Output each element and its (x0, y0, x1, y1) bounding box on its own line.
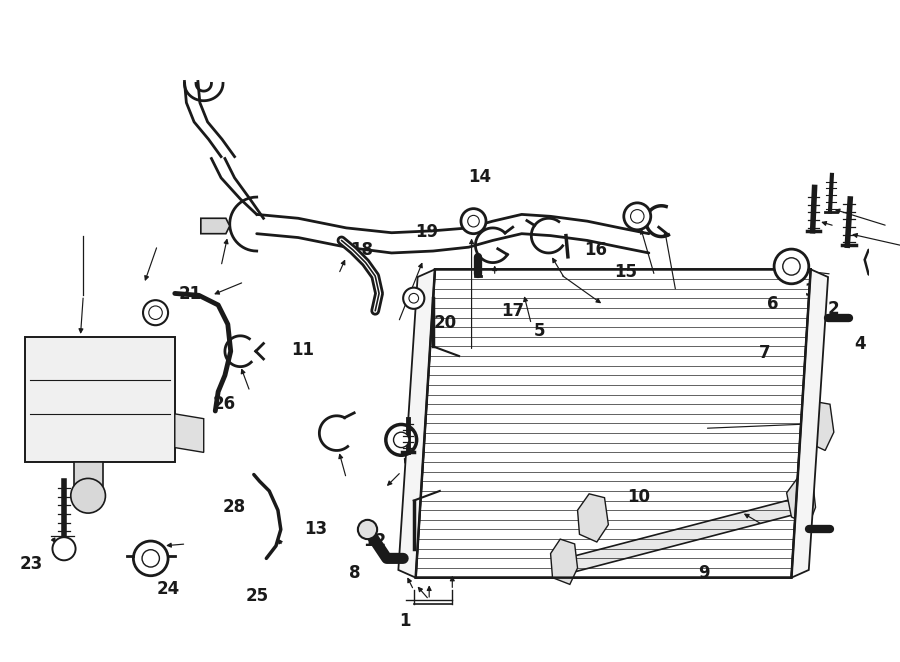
Polygon shape (578, 494, 608, 542)
Circle shape (624, 203, 651, 230)
Text: 7: 7 (759, 344, 770, 362)
Circle shape (358, 520, 377, 539)
Polygon shape (803, 401, 833, 450)
Text: 15: 15 (614, 263, 637, 281)
Text: 21: 21 (179, 285, 202, 303)
Text: 20: 20 (434, 314, 457, 332)
Circle shape (631, 210, 644, 223)
Circle shape (52, 537, 76, 560)
Polygon shape (74, 462, 103, 486)
Text: 4: 4 (854, 335, 866, 353)
Text: 25: 25 (246, 587, 269, 604)
Text: 6: 6 (768, 295, 778, 313)
Polygon shape (25, 337, 175, 462)
Circle shape (71, 479, 105, 513)
Text: 28: 28 (222, 498, 246, 516)
Polygon shape (551, 539, 578, 585)
Text: 3: 3 (805, 283, 816, 301)
Text: 13: 13 (303, 520, 327, 538)
Text: 5: 5 (534, 322, 544, 340)
Text: 14: 14 (469, 167, 491, 185)
Text: 16: 16 (584, 241, 607, 259)
Circle shape (783, 258, 800, 275)
Text: 12: 12 (363, 532, 386, 551)
Polygon shape (201, 218, 230, 234)
Circle shape (386, 424, 417, 455)
Circle shape (461, 209, 486, 234)
Text: 17: 17 (501, 302, 525, 320)
Text: 27: 27 (131, 408, 155, 426)
Circle shape (148, 306, 162, 320)
Text: 22: 22 (61, 407, 84, 425)
Polygon shape (416, 269, 811, 578)
Circle shape (393, 432, 409, 448)
Text: 23: 23 (20, 555, 43, 573)
Text: 10: 10 (627, 488, 650, 506)
Text: 1: 1 (399, 612, 410, 630)
Text: 11: 11 (292, 341, 315, 359)
Polygon shape (568, 500, 794, 573)
Text: 18: 18 (350, 241, 373, 259)
Text: 8: 8 (349, 565, 361, 583)
Text: 26: 26 (212, 395, 236, 413)
Text: 9: 9 (698, 565, 709, 583)
Text: 19: 19 (415, 223, 437, 241)
Polygon shape (175, 414, 203, 452)
Circle shape (142, 549, 159, 567)
Polygon shape (399, 269, 435, 578)
Polygon shape (791, 269, 828, 578)
Circle shape (403, 288, 425, 309)
Text: 24: 24 (157, 581, 179, 598)
Text: 2: 2 (828, 300, 840, 318)
Polygon shape (787, 479, 815, 525)
Circle shape (133, 541, 168, 576)
Circle shape (143, 300, 168, 325)
Circle shape (409, 293, 419, 303)
Circle shape (774, 249, 809, 284)
Circle shape (468, 215, 480, 227)
